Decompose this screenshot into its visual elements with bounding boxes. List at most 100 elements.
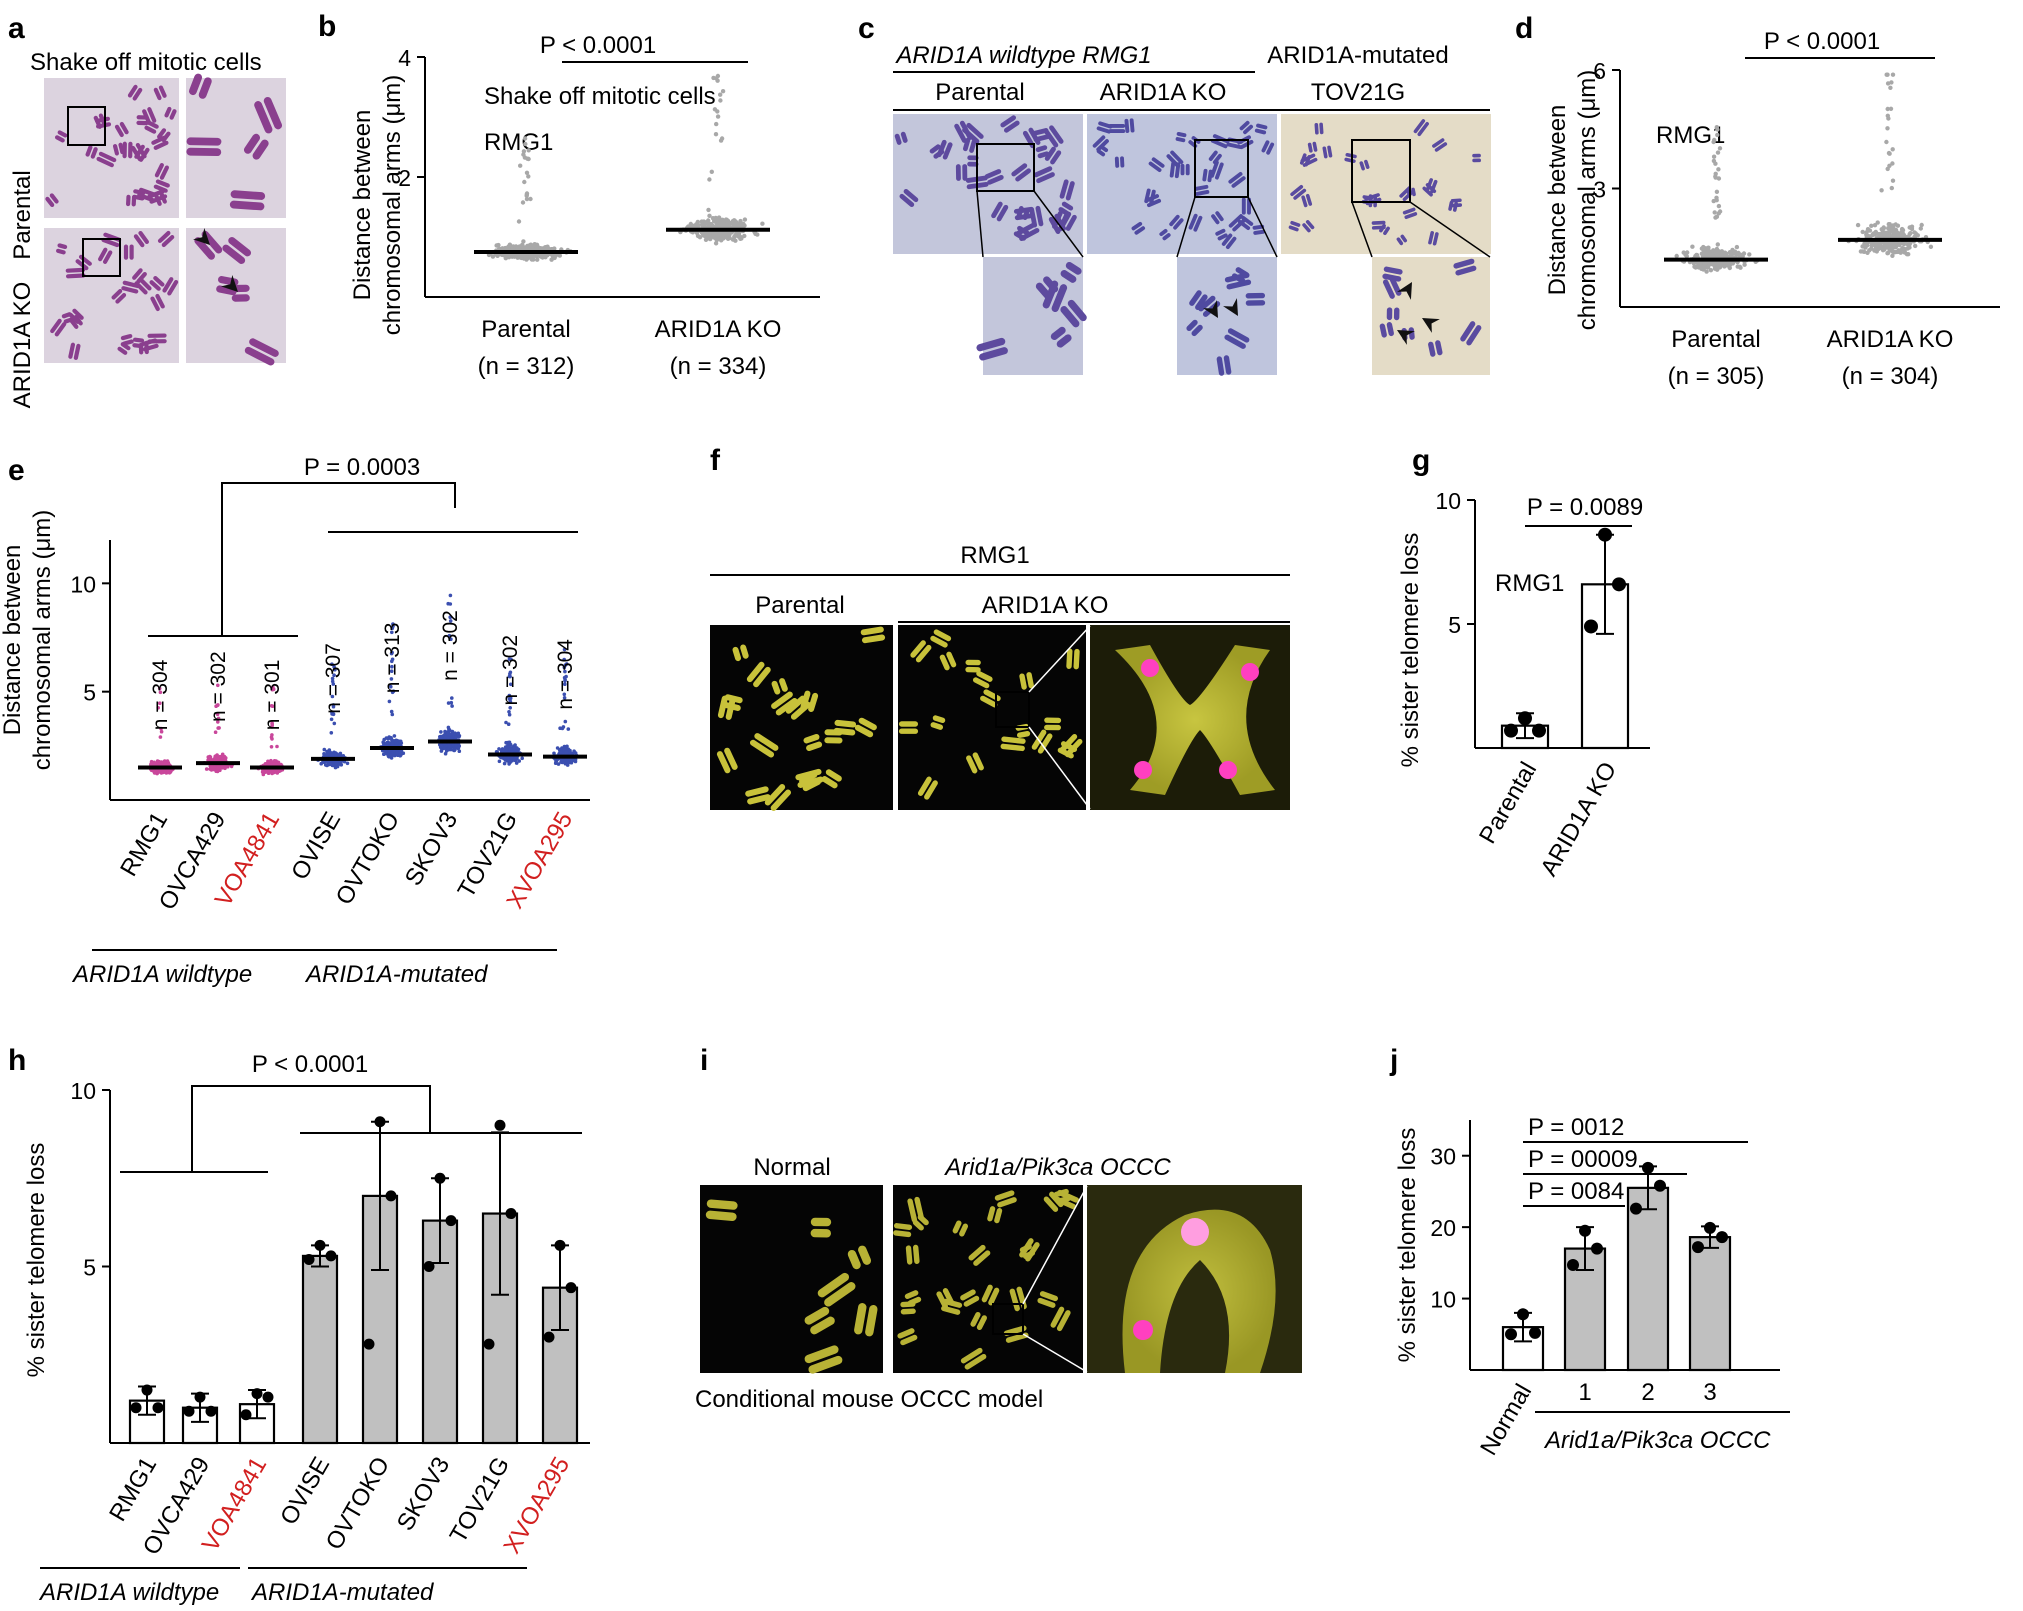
panel-label-g: g <box>1412 444 1430 477</box>
panel-d-n-label-0: (n = 305) <box>1668 363 1765 390</box>
panel-j-bar-3 <box>1688 1236 1732 1372</box>
panel-c-micrographs <box>893 114 1491 376</box>
panel-f: RMG1 Parental ARID1A KO <box>710 542 1290 811</box>
panel-d-category-1: ARID1A KO <box>1827 326 1954 353</box>
panel-f-top: RMG1 <box>960 542 1029 569</box>
panel-f-ko: ARID1A KO <box>982 592 1109 619</box>
panel-d-n-label-1: (n = 304) <box>1842 363 1939 390</box>
panel-h-bar-3 <box>301 1254 339 1445</box>
panel-b-annotation: Shake off mitotic cells <box>484 83 716 110</box>
panel-j-bar-2 <box>1626 1186 1670 1372</box>
panel-e-n-label-5: n = 302 <box>439 610 462 681</box>
panel-c: ARID1A wildtype RMG1 ARID1A-mutated TOV2… <box>893 42 1491 376</box>
panel-h-points-2 <box>240 1388 274 1421</box>
panel-c-header-right-2: TOV21G <box>1311 79 1405 106</box>
panel-d-ylabel-2: chromosomal arms (μm) <box>1574 70 1601 331</box>
panel-c-col-parental: Parental <box>935 79 1024 106</box>
panel-g: % sister telomere loss RMG1 P = 0.0089 5… <box>1397 488 1650 881</box>
svg-text:ARID1A wildtype: ARID1A wildtype <box>71 961 252 988</box>
panel-e: Distance between chromosomal arms (μm) P… <box>0 454 590 988</box>
panel-e-n-label-0: n = 304 <box>149 659 172 730</box>
panel-label-d: d <box>1515 12 1533 45</box>
panel-h-group-mut: ARID1A-mutated <box>250 1579 434 1606</box>
panel-c-col-ko: ARID1A KO <box>1100 79 1227 106</box>
panel-e-category-0: RMG1 <box>115 808 173 882</box>
panel-e-category-3: OVISE <box>286 808 346 885</box>
panel-b-pvalue: P < 0.0001 <box>540 32 656 59</box>
panel-i-normal: Normal <box>753 1154 830 1181</box>
panel-e-group-mut: ARID1A-mutated <box>304 961 488 988</box>
arrowhead-icon <box>1203 300 1218 318</box>
panel-i-caption: Conditional mouse OCCC model <box>695 1386 1043 1413</box>
panel-j-points-1 <box>1567 1224 1603 1271</box>
panel-j-category-3: 3 <box>1703 1379 1716 1406</box>
panel-e-n-label-4: n = 313 <box>381 623 404 694</box>
panel-c-header-left: ARID1A wildtype RMG1 <box>894 42 1151 69</box>
panel-e-pvalue: P = 0.0003 <box>304 454 420 481</box>
panel-j-points-3 <box>1692 1221 1728 1254</box>
panel-g-ytick-label-0: 5 <box>1448 612 1461 638</box>
panel-j-p2: P = 00009 <box>1528 1146 1638 1173</box>
panel-i: Normal Arid1a/Pik3ca OCCC Conditional mo… <box>695 1154 1302 1413</box>
arrowhead-icon <box>193 228 210 245</box>
panel-d-pvalue: P < 0.0001 <box>1764 28 1880 55</box>
panel-a-row-parental: Parental <box>9 170 36 259</box>
panel-label-a: a <box>8 12 25 45</box>
arrowhead-icon <box>1397 282 1412 300</box>
panel-label-f: f <box>710 444 721 477</box>
panel-b-ylabel-1: Distance between <box>349 110 376 301</box>
panel-h-pvalue-bracket <box>191 1085 431 1172</box>
panel-b-cell-line: RMG1 <box>484 129 553 156</box>
svg-text:Arid1a/Pik3ca OCCC: Arid1a/Pik3ca OCCC <box>1543 1427 1771 1454</box>
svg-text:ARID1A wildtype: ARID1A wildtype <box>38 1579 219 1606</box>
panel-d-category-0: Parental <box>1671 326 1760 353</box>
panel-h-pvalue: P < 0.0001 <box>252 1051 368 1078</box>
panel-d-cell-line: RMG1 <box>1656 122 1725 149</box>
panel-j-group: Arid1a/Pik3ca OCCC <box>1543 1427 1771 1454</box>
panel-h-ytick-label-0: 5 <box>83 1255 96 1281</box>
panel-d-ylabel-1: Distance between <box>1544 105 1571 296</box>
panel-h-points-3 <box>303 1239 337 1265</box>
arrowhead-icon <box>1422 318 1440 333</box>
panel-d-ytick-label-1: 6 <box>1593 58 1606 84</box>
panel-a-micrographs <box>44 73 286 366</box>
panel-j-p1: P = 0084 <box>1528 1178 1624 1205</box>
panel-e-pvalue-bracket <box>221 482 456 636</box>
panel-b-n-label-0: (n = 312) <box>478 353 575 380</box>
panel-e-n-label-1: n = 302 <box>207 651 230 722</box>
panel-i-model: Arid1a/Pik3ca OCCC <box>943 1154 1171 1181</box>
panel-d-ytick-label-0: 3 <box>1593 177 1606 203</box>
panel-h-points-6 <box>483 1119 517 1350</box>
panel-label-b: b <box>318 10 336 43</box>
panel-j: % sister telomere loss P = 0012 P = 0000… <box>1394 1114 1790 1460</box>
panel-label-c: c <box>858 12 875 45</box>
panel-f-fish-images <box>710 625 1290 811</box>
panel-d-points-1 <box>1846 72 1934 258</box>
panel-e-n-label-6: n = 302 <box>499 635 522 706</box>
panel-j-category-1: 1 <box>1578 1379 1591 1406</box>
panel-j-ytick-label-2: 30 <box>1430 1144 1456 1170</box>
panel-b-chart: 2 4 Parental (n = 312) ARID1A KO (n = 334) <box>398 45 820 380</box>
panel-b-ytick-label-0: 2 <box>398 165 411 191</box>
panel-e-ytick-label-1: 10 <box>70 571 96 597</box>
panel-e-n-label-3: n = 307 <box>322 643 345 714</box>
panel-e-group-wt: ARID1A wildtype <box>71 961 252 988</box>
panel-label-e: e <box>8 454 25 487</box>
arrowhead-icon <box>1223 298 1238 316</box>
panel-h-points-7 <box>543 1239 577 1343</box>
panel-g-ylabel: % sister telomere loss <box>1397 533 1424 768</box>
panel-e-n-label-2: n = 301 <box>261 660 284 731</box>
panel-b-ytick-label-1: 4 <box>398 45 411 71</box>
svg-text:ARID1A-mutated: ARID1A-mutated <box>304 961 488 988</box>
panel-f-parental: Parental <box>755 592 844 619</box>
panel-a-row-ko: ARID1A KO <box>9 282 36 409</box>
panel-j-points-2 <box>1630 1161 1666 1215</box>
panel-h: % sister telomere loss P < 0.0001 5 10 RMG… <box>23 1051 590 1606</box>
panel-label-j: j <box>1389 1044 1398 1077</box>
panel-label-i: i <box>700 1044 708 1077</box>
svg-text:ARID1A-mutated: ARID1A-mutated <box>250 1579 434 1606</box>
panel-g-cell-line: RMG1 <box>1495 570 1564 597</box>
panel-g-points-1 <box>1584 527 1626 634</box>
